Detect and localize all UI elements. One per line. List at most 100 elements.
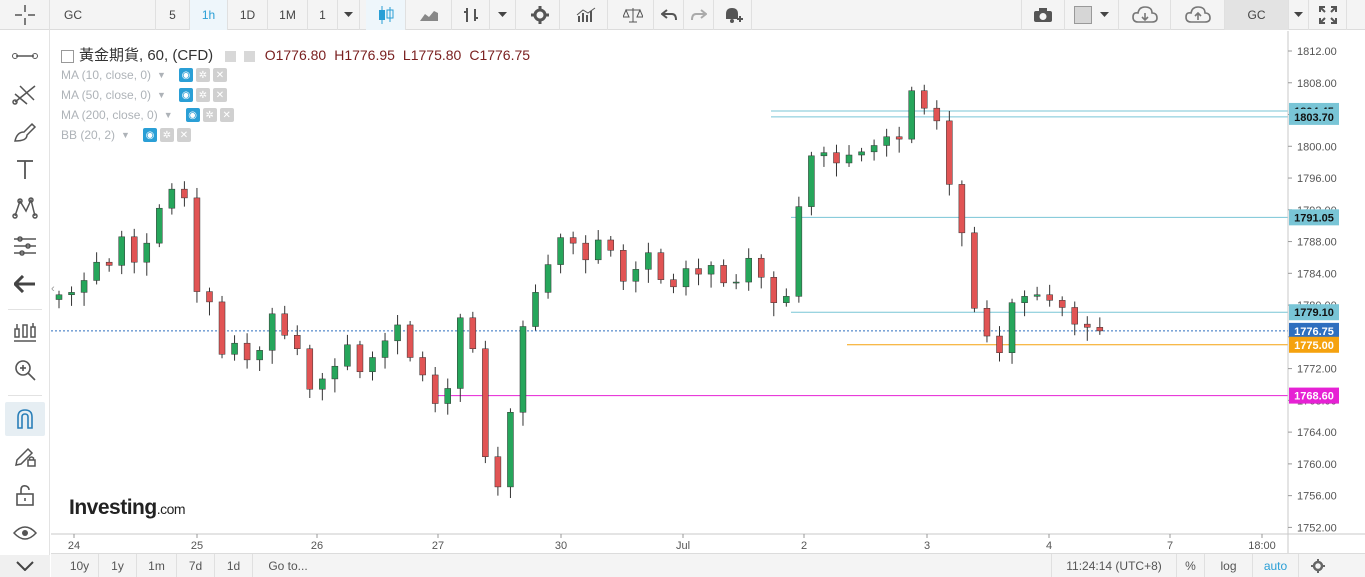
price-chart[interactable]: 1812.001808.001804.001800.001796.001792.…	[51, 31, 1365, 553]
zoom-tool[interactable]	[5, 353, 45, 387]
undo-button[interactable]	[654, 0, 684, 30]
range-7d-button[interactable]: 7d	[177, 554, 215, 577]
interval-1h-button[interactable]: 1h	[190, 0, 228, 30]
price-tick-label: 1812.00	[1297, 46, 1337, 58]
candle-body	[770, 277, 778, 303]
fib-tool[interactable]	[5, 77, 45, 111]
bars-style-button[interactable]	[452, 0, 490, 30]
style-dropdown-button[interactable]	[490, 0, 516, 30]
interval-1d-label: 1D	[239, 8, 256, 22]
time-tick-label: 3	[924, 540, 930, 552]
eye-icon[interactable]: ◉	[178, 68, 193, 82]
lock-drawing-tool[interactable]	[5, 440, 45, 474]
settings-button[interactable]	[520, 0, 560, 30]
close-icon[interactable]: ✕	[219, 108, 234, 122]
load-layout-button[interactable]	[1119, 0, 1171, 30]
candle-body	[921, 90, 928, 109]
high-value: H1776.95	[334, 47, 395, 63]
alert-button[interactable]	[714, 0, 752, 30]
clock-label: 11:24:14 (UTC+8)	[1066, 558, 1162, 573]
chart-settings-button[interactable]	[1299, 554, 1337, 577]
close-icon[interactable]: ✕	[212, 88, 227, 102]
price-label-badge	[1289, 322, 1339, 339]
long-position-tool[interactable]	[5, 315, 45, 349]
back-arrow-tool[interactable]	[5, 267, 45, 301]
series-visibility-icon[interactable]	[225, 50, 237, 62]
indicator-ma200[interactable]: MA (200, close, 0) ▼ ◉ ✲ ✕	[61, 108, 234, 122]
interval-5-button[interactable]: 5	[156, 0, 190, 30]
candle-body	[494, 456, 502, 488]
goto-date-button[interactable]: Go to...	[253, 554, 323, 577]
interval-1m-button[interactable]: 1M	[268, 0, 308, 30]
gear-icon[interactable]: ✲	[202, 108, 217, 122]
brush-tool[interactable]	[5, 115, 45, 149]
pattern-tool[interactable]	[5, 191, 45, 225]
close-icon[interactable]: ✕	[176, 128, 191, 142]
auto-scale-button[interactable]: auto	[1253, 554, 1299, 577]
indicator-bb[interactable]: BB (20, 2) ▼ ◉ ✲ ✕	[61, 128, 191, 142]
timezone-button[interactable]: 11:24:14 (UTC+8)	[1051, 554, 1177, 577]
indicator-ma50[interactable]: MA (50, close, 0) ▼ ◉ ✲ ✕	[61, 88, 227, 102]
candle-body	[695, 268, 702, 275]
price-label-value: 1776.75	[1294, 326, 1334, 338]
indicator-ma10[interactable]: MA (10, close, 0) ▼ ◉ ✲ ✕	[61, 68, 227, 82]
candle-body	[231, 342, 238, 355]
candle-body	[820, 152, 828, 157]
symbol-search-input[interactable]: GC	[50, 0, 156, 30]
eye-icon[interactable]: ◉	[178, 88, 193, 102]
eye-icon	[13, 526, 37, 540]
candle-body	[707, 265, 715, 275]
range-label: 1d	[226, 558, 241, 573]
save-layout-button[interactable]	[1171, 0, 1225, 30]
compare-symbol-button[interactable]: GC	[1225, 0, 1289, 30]
chevron-down-icon: ▼	[121, 130, 130, 140]
collapse-legend-icon[interactable]	[61, 49, 74, 63]
screenshot-button[interactable]	[1021, 0, 1065, 30]
trend-line-tool[interactable]	[5, 39, 45, 73]
indicators-button[interactable]	[564, 0, 608, 30]
eye-icon[interactable]: ◉	[142, 128, 157, 142]
candle-body	[369, 357, 376, 373]
close-icon[interactable]: ✕	[212, 68, 227, 82]
price-tick-label: 1800.00	[1297, 141, 1337, 153]
toolbar-expand-button[interactable]	[0, 555, 50, 577]
crosshair-tool-button[interactable]	[0, 0, 50, 30]
price-label-value: 1791.05	[1294, 212, 1334, 224]
magnet-tool[interactable]	[5, 402, 45, 436]
compare-dropdown-button[interactable]	[1289, 0, 1309, 30]
lock-all-tool[interactable]	[5, 478, 45, 512]
visibility-tool[interactable]	[5, 516, 45, 550]
gear-icon[interactable]: ✲	[159, 128, 174, 142]
bars-icon	[463, 8, 478, 22]
indicator-label: BB (20, 2)	[61, 128, 116, 142]
compare-button[interactable]	[612, 0, 654, 30]
interval-dropdown-button[interactable]	[338, 0, 360, 30]
measure-tool[interactable]	[5, 229, 45, 263]
candles-style-button[interactable]	[366, 0, 406, 30]
area-style-button[interactable]	[406, 0, 452, 30]
interval-1d-button[interactable]: 1D	[228, 0, 268, 30]
text-tool[interactable]	[5, 153, 45, 187]
gear-icon[interactable]: ✲	[195, 88, 210, 102]
redo-button[interactable]	[684, 0, 714, 30]
log-scale-button[interactable]: log	[1205, 554, 1253, 577]
unlock-icon	[16, 485, 34, 506]
range-1d-button[interactable]: 1d	[215, 554, 253, 577]
series-settings-icon[interactable]	[243, 50, 255, 62]
range-1y-button[interactable]: 1y	[99, 554, 137, 577]
candle-body	[958, 184, 966, 234]
candle-body	[632, 269, 640, 282]
candle-body	[544, 264, 552, 293]
range-10y-button[interactable]: 10y	[61, 554, 99, 577]
percent-scale-button[interactable]: %	[1177, 554, 1205, 577]
fullscreen-button[interactable]	[1309, 0, 1347, 30]
scroll-left-handle[interactable]: ‹	[51, 283, 55, 295]
range-1m-button[interactable]: 1m	[137, 554, 177, 577]
candle-body	[1071, 307, 1078, 325]
price-tick-label: 1772.00	[1297, 364, 1337, 376]
gear-icon[interactable]: ✲	[195, 68, 210, 82]
interval-multiplier-button[interactable]: 1	[308, 0, 338, 30]
log-label: log	[1220, 558, 1237, 573]
eye-icon[interactable]: ◉	[185, 108, 200, 122]
color-picker-button[interactable]	[1065, 0, 1119, 30]
